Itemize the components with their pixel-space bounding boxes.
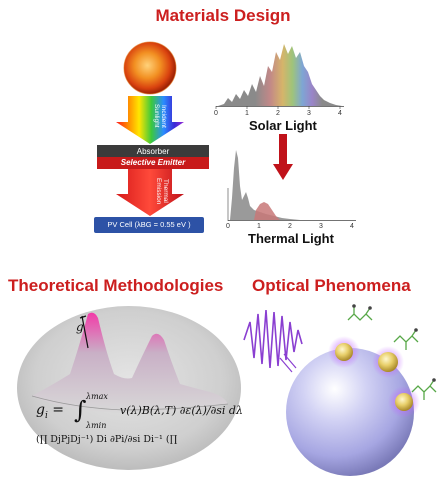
thermal-tick-0: 0 — [226, 223, 230, 230]
thermal-spectrum-area — [230, 150, 300, 220]
thermal-emission-arrow — [116, 169, 184, 216]
solar-tick-1: 1 — [245, 110, 249, 117]
dielectric-sphere — [286, 348, 414, 476]
thermal-tick-4: 4 — [350, 223, 354, 230]
gold-nanoparticle — [378, 352, 398, 372]
thermal-tick-1: 1 — [257, 223, 261, 230]
equation-second-line: (∏ DjPjDj⁻¹) Di ∂Pi/∂si Di⁻¹ (∏ — [36, 434, 178, 445]
selective-emitter-bar: Selective Emitter — [97, 157, 209, 169]
nanoparticle-scattering-illustration — [243, 304, 437, 476]
gold-nanoparticle — [395, 393, 413, 411]
solar-tick-3: 3 — [307, 110, 311, 117]
solar-spectrum-plot — [215, 44, 344, 109]
solar-light-label: Solar Light — [249, 118, 317, 133]
solar-tick-2: 2 — [276, 110, 280, 117]
gold-nanoparticle — [335, 343, 353, 361]
thermal-tick-3: 3 — [319, 223, 323, 230]
integral-upper-limit: λmax — [86, 392, 108, 401]
materials-design-heading: Materials Design — [155, 6, 291, 25]
solar-spectrum-area — [218, 44, 342, 106]
solar-tick-0: 0 — [214, 110, 218, 117]
absorber-bar: Absorber — [97, 145, 209, 158]
integral-sign: ∫ — [74, 396, 87, 424]
conversion-arrow — [273, 134, 293, 180]
thermal-spectrum-plot — [227, 150, 356, 221]
solar-tick-4: 4 — [338, 110, 342, 117]
integral-lower-limit: λmin — [86, 421, 107, 430]
thermal-light-label: Thermal Light — [248, 231, 334, 246]
integrand: v(λ)B(λ,T) ∂ε(λ)/∂si dλ — [120, 404, 243, 417]
thermal-tick-2: 2 — [288, 223, 292, 230]
sun-icon — [124, 42, 176, 94]
solar-thermophotovoltaic-schematic — [116, 41, 184, 216]
theoretical-methodologies-heading: Theoretical Methodologies — [8, 276, 224, 295]
surface-g-label: g — [76, 320, 84, 334]
incident-sunlight-arrow — [116, 96, 184, 144]
optimization-surface-illustration — [17, 306, 241, 470]
molecule-icon — [393, 329, 419, 350]
laser-pulse-icon — [243, 309, 303, 369]
optical-phenomena-heading: Optical Phenomena — [252, 276, 411, 295]
objective-surface — [32, 312, 228, 413]
pv-cell-box: PV Cell (λBG = 0.55 eV ) — [94, 217, 204, 233]
thermal-emission-label: Thermal Emission — [155, 177, 169, 205]
incident-sunlight-label: Incident Sunlight — [153, 104, 167, 128]
equation-lhs: gi = — [36, 402, 65, 421]
